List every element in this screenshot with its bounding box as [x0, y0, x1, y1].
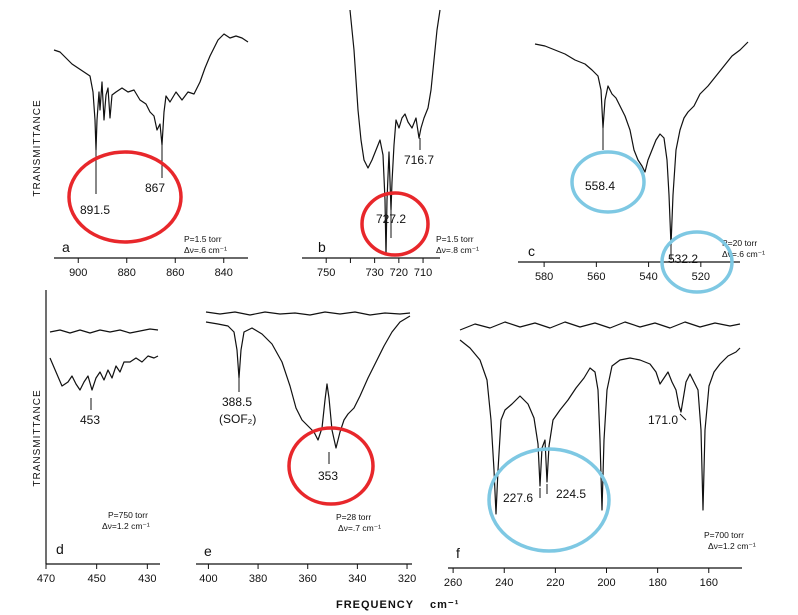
panel-c-tick-label-540: 540 — [639, 271, 657, 283]
panel-c-blue-highlight-circle-558 — [570, 150, 646, 214]
panel-f-letter: f — [456, 545, 460, 561]
panel-a-trace — [53, 33, 249, 151]
panel-d-pressure: P=750 torr — [108, 510, 148, 520]
panel-f-tick-label-180: 180 — [648, 577, 666, 589]
panel-e-resolution: Δν=.7 cm⁻¹ — [338, 523, 381, 533]
panel-e-letter: e — [204, 543, 212, 559]
panel-e-tick-label-360: 360 — [299, 573, 317, 585]
panel-e-tick-label-340: 340 — [348, 573, 366, 585]
panel-e-peak-353-label: 353 — [318, 469, 338, 483]
panel-a-tick-label-900: 900 — [69, 267, 87, 279]
panel-a-peak-891-label: 891.5 — [80, 203, 110, 217]
panel-b-tick-label-750: 750 — [317, 267, 335, 279]
panel-b-letter: b — [318, 239, 326, 255]
panel-f-resolution: Δν=1.2 cm⁻¹ — [708, 541, 756, 551]
panel-f-tick-label-260: 260 — [444, 577, 462, 589]
panel-e-pressure: P=28 torr — [336, 512, 371, 522]
panel-f-peak-171-label: 171.0 — [648, 413, 678, 427]
panel-f-tick-label-160: 160 — [700, 577, 718, 589]
panel-d-letter: d — [56, 541, 64, 557]
panel-e-tick-label-400: 400 — [199, 573, 217, 585]
panel-b-trace — [349, 9, 441, 256]
panel-d-tick-label-430: 430 — [138, 573, 156, 585]
panel-c-peak-532-label: 532.2 — [668, 252, 698, 266]
panel-e-tick-label-320: 320 — [398, 573, 416, 585]
panel-b-peak-716-label: 716.7 — [404, 153, 434, 167]
panel-c-pressure: P=20 torr — [722, 238, 757, 248]
panel-e-tick-label-380: 380 — [249, 573, 267, 585]
panel-b-peak-727-label: 727.2 — [376, 212, 406, 226]
panel-d-tick-label-470: 470 — [37, 573, 55, 585]
y-axis-label-top: TRANSMITTANCE — [32, 99, 43, 196]
panel-c-tick-label-560: 560 — [587, 271, 605, 283]
panel-f-pressure: P=700 torr — [704, 530, 744, 540]
panel-f-trace — [459, 339, 741, 515]
panel-c-tick-label-520: 520 — [692, 271, 710, 283]
panel-f-reference-trace — [459, 321, 741, 331]
panel-e-peak-388-label: 388.5 — [222, 395, 252, 409]
panel-d-resolution: Δν=1.2 cm⁻¹ — [102, 521, 150, 531]
panel-f-peak-224-label: 224.5 — [556, 487, 586, 501]
panel-b-tick-label-710: 710 — [414, 267, 432, 279]
x-axis-title: FREQUENCY — [336, 599, 414, 611]
panel-f-peak-227-label: 227.6 — [503, 491, 533, 505]
panel-e-peak-388-sublabel: (SOF₂) — [219, 412, 256, 426]
panel-b-pressure: P=1.5 torr — [436, 234, 474, 244]
panel-b-red-highlight-circle — [360, 191, 430, 257]
panel-a-peak-867-label: 867 — [145, 181, 165, 195]
panel-c-tick-label-580: 580 — [535, 271, 553, 283]
panel-b-tick-label-730: 730 — [365, 267, 383, 279]
panel-c-blue-highlight-circle-532 — [660, 230, 734, 294]
panel-f-peak-171-marker — [679, 413, 687, 421]
x-axis-unit: cm⁻¹ — [430, 599, 459, 611]
panel-c-trace — [534, 41, 749, 246]
panel-b-resolution: Δν=.8 cm⁻¹ — [436, 245, 479, 255]
panel-a-letter: a — [62, 239, 70, 255]
panel-a-pressure: P=1.5 torr — [184, 234, 222, 244]
panel-c-resolution: Δν=.6 cm⁻¹ — [722, 249, 765, 259]
panel-d-tick-label-450: 450 — [87, 573, 105, 585]
panel-f-tick-label-240: 240 — [495, 577, 513, 589]
panel-d-reference-trace — [49, 328, 159, 334]
panel-a-tick-label-860: 860 — [166, 267, 184, 279]
panel-e-trace — [205, 315, 411, 449]
panel-c-peak-558-label: 558.4 — [585, 179, 615, 193]
panel-f-tick-label-220: 220 — [546, 577, 564, 589]
panel-d-trace — [49, 355, 159, 391]
panel-a-red-highlight-circle — [67, 150, 183, 244]
panel-f-blue-highlight-circle — [487, 447, 611, 553]
panel-b-tick-label-720: 720 — [390, 267, 408, 279]
panel-f-tick-label-200: 200 — [597, 577, 615, 589]
panel-e-reference-trace — [205, 311, 411, 316]
y-axis-label-bottom: TRANSMITTANCE — [32, 389, 43, 486]
panel-d-peak-453-label: 453 — [80, 413, 100, 427]
panel-a-resolution: Δν=.6 cm⁻¹ — [184, 245, 227, 255]
panel-c-letter: c — [528, 243, 535, 259]
panel-a-tick-label-880: 880 — [118, 267, 136, 279]
panel-e-red-highlight-circle — [287, 426, 375, 506]
panel-a-tick-label-840: 840 — [215, 267, 233, 279]
